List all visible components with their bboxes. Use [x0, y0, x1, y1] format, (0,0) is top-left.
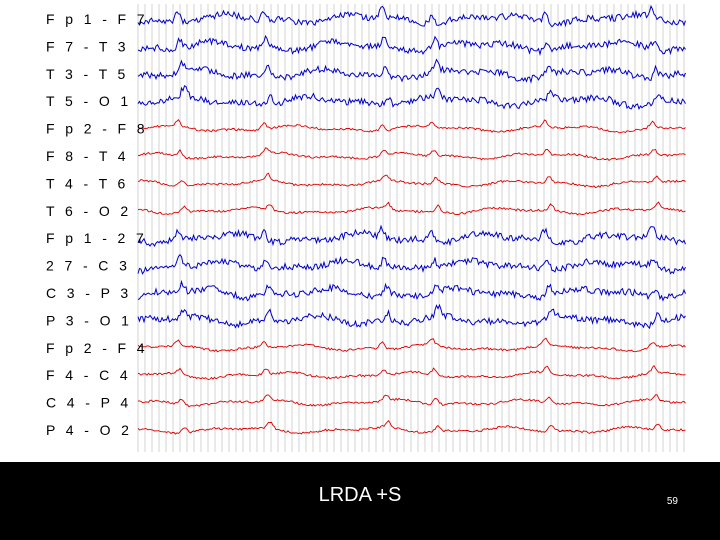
eeg-trace	[137, 172, 686, 189]
eeg-trace	[137, 337, 686, 353]
slide-number: 59	[666, 496, 678, 507]
channel-label: T 6 - O 2	[46, 203, 132, 219]
channel-label: T 3 - T 5	[46, 66, 129, 82]
eeg-trace	[137, 201, 686, 216]
slide-caption: LRDA +S	[318, 484, 402, 506]
eeg-trace	[137, 4, 686, 28]
eeg-grid	[137, 4, 685, 452]
eeg-trace	[137, 364, 686, 380]
eeg-trace	[137, 85, 686, 111]
eeg-tracing: F p 1 - F 7 F 7 - T 3 T 3 - T 5 T 5 - O 1 F …	[46, 4, 686, 452]
eeg-trace	[138, 394, 686, 408]
channel-label: C 3 - P 3	[46, 285, 132, 301]
channel-label: F p 1 - 2 7	[46, 230, 147, 246]
channel-label: F 4 - C 4	[46, 367, 131, 383]
channel-label: 2 7 - C 3	[46, 258, 130, 274]
eeg-traces	[137, 4, 686, 435]
channel-label: F p 2 - F 8	[46, 121, 148, 137]
channel-label: C 4 - P 4	[46, 395, 132, 411]
eeg-trace	[137, 279, 686, 302]
eeg-trace	[137, 303, 686, 330]
eeg-trace	[137, 224, 686, 247]
channel-label: P 3 - O 1	[46, 312, 132, 328]
channel-label: T 5 - O 1	[46, 93, 132, 109]
channel-label: F p 2 - F 4	[46, 340, 148, 356]
eeg-trace	[137, 34, 686, 57]
eeg-trace	[137, 253, 686, 275]
eeg-canvas: F p 1 - F 7 F 7 - T 3 T 3 - T 5 T 5 - O 1 F …	[46, 4, 686, 452]
channel-label: F 7 - T 3	[46, 38, 129, 54]
eeg-trace	[137, 147, 686, 161]
channel-label: F 8 - T 4	[46, 148, 129, 164]
eeg-trace	[137, 119, 686, 134]
channel-label: T 4 - T 6	[46, 175, 129, 191]
channel-label: F p 1 - F 7	[46, 11, 148, 27]
slide-footer: LRDA +S 59	[0, 462, 720, 540]
eeg-trace	[137, 58, 686, 84]
channel-label: P 4 - O 2	[46, 422, 132, 438]
eeg-channel-labels: F p 1 - F 7 F 7 - T 3 T 3 - T 5 T 5 - O 1 F …	[46, 11, 148, 438]
eeg-trace	[137, 419, 686, 435]
